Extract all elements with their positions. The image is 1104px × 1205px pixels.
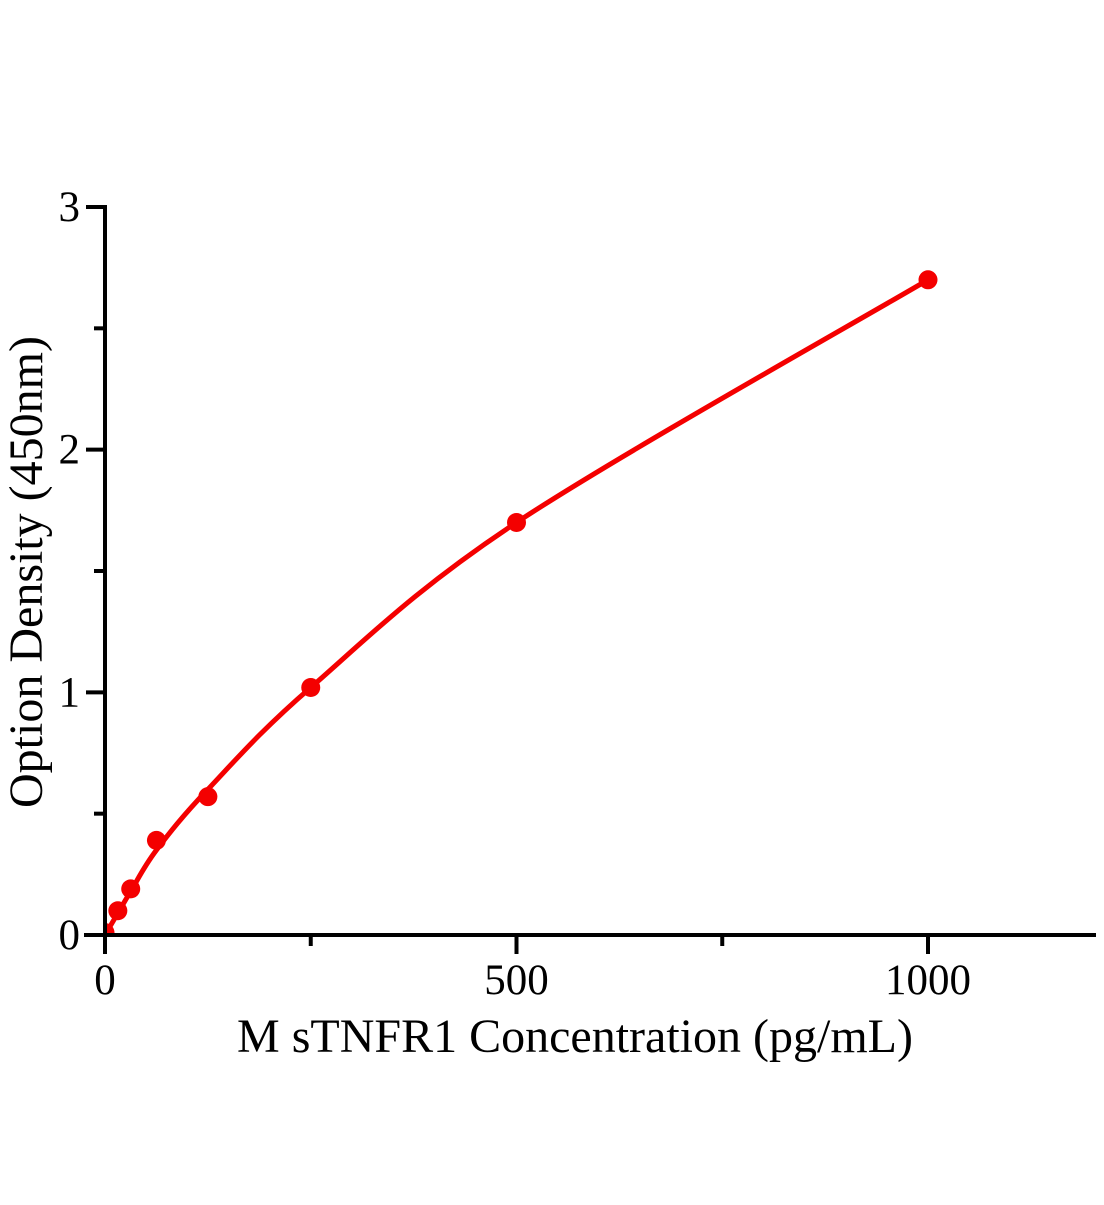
data-point-marker xyxy=(121,879,141,899)
y-tick-label: 3 xyxy=(59,184,81,231)
series-layer xyxy=(105,270,938,935)
data-point-marker xyxy=(198,787,218,807)
data-point-marker xyxy=(146,830,166,850)
standard-curve-line xyxy=(105,277,931,935)
data-point-marker xyxy=(918,270,938,290)
x-axis-title: M sTNFR1 Concentration (pg/mL) xyxy=(237,1010,913,1063)
y-tick-label: 2 xyxy=(59,427,81,474)
data-point-marker xyxy=(105,923,115,935)
data-point-marker xyxy=(301,677,321,697)
y-tick-label: 0 xyxy=(59,912,81,959)
y-axis-title: Option Density (450nm) xyxy=(0,336,53,808)
data-point-marker xyxy=(507,512,526,532)
x-tick-label: 500 xyxy=(484,957,549,1004)
axes-layer: 0 500 1000 0 1 2 3 xyxy=(59,184,1096,1004)
data-point-marker xyxy=(108,901,128,921)
y-tick-label: 1 xyxy=(59,669,81,716)
x-tick-label: 0 xyxy=(94,957,116,1004)
x-tick-label: 1000 xyxy=(885,957,971,1004)
